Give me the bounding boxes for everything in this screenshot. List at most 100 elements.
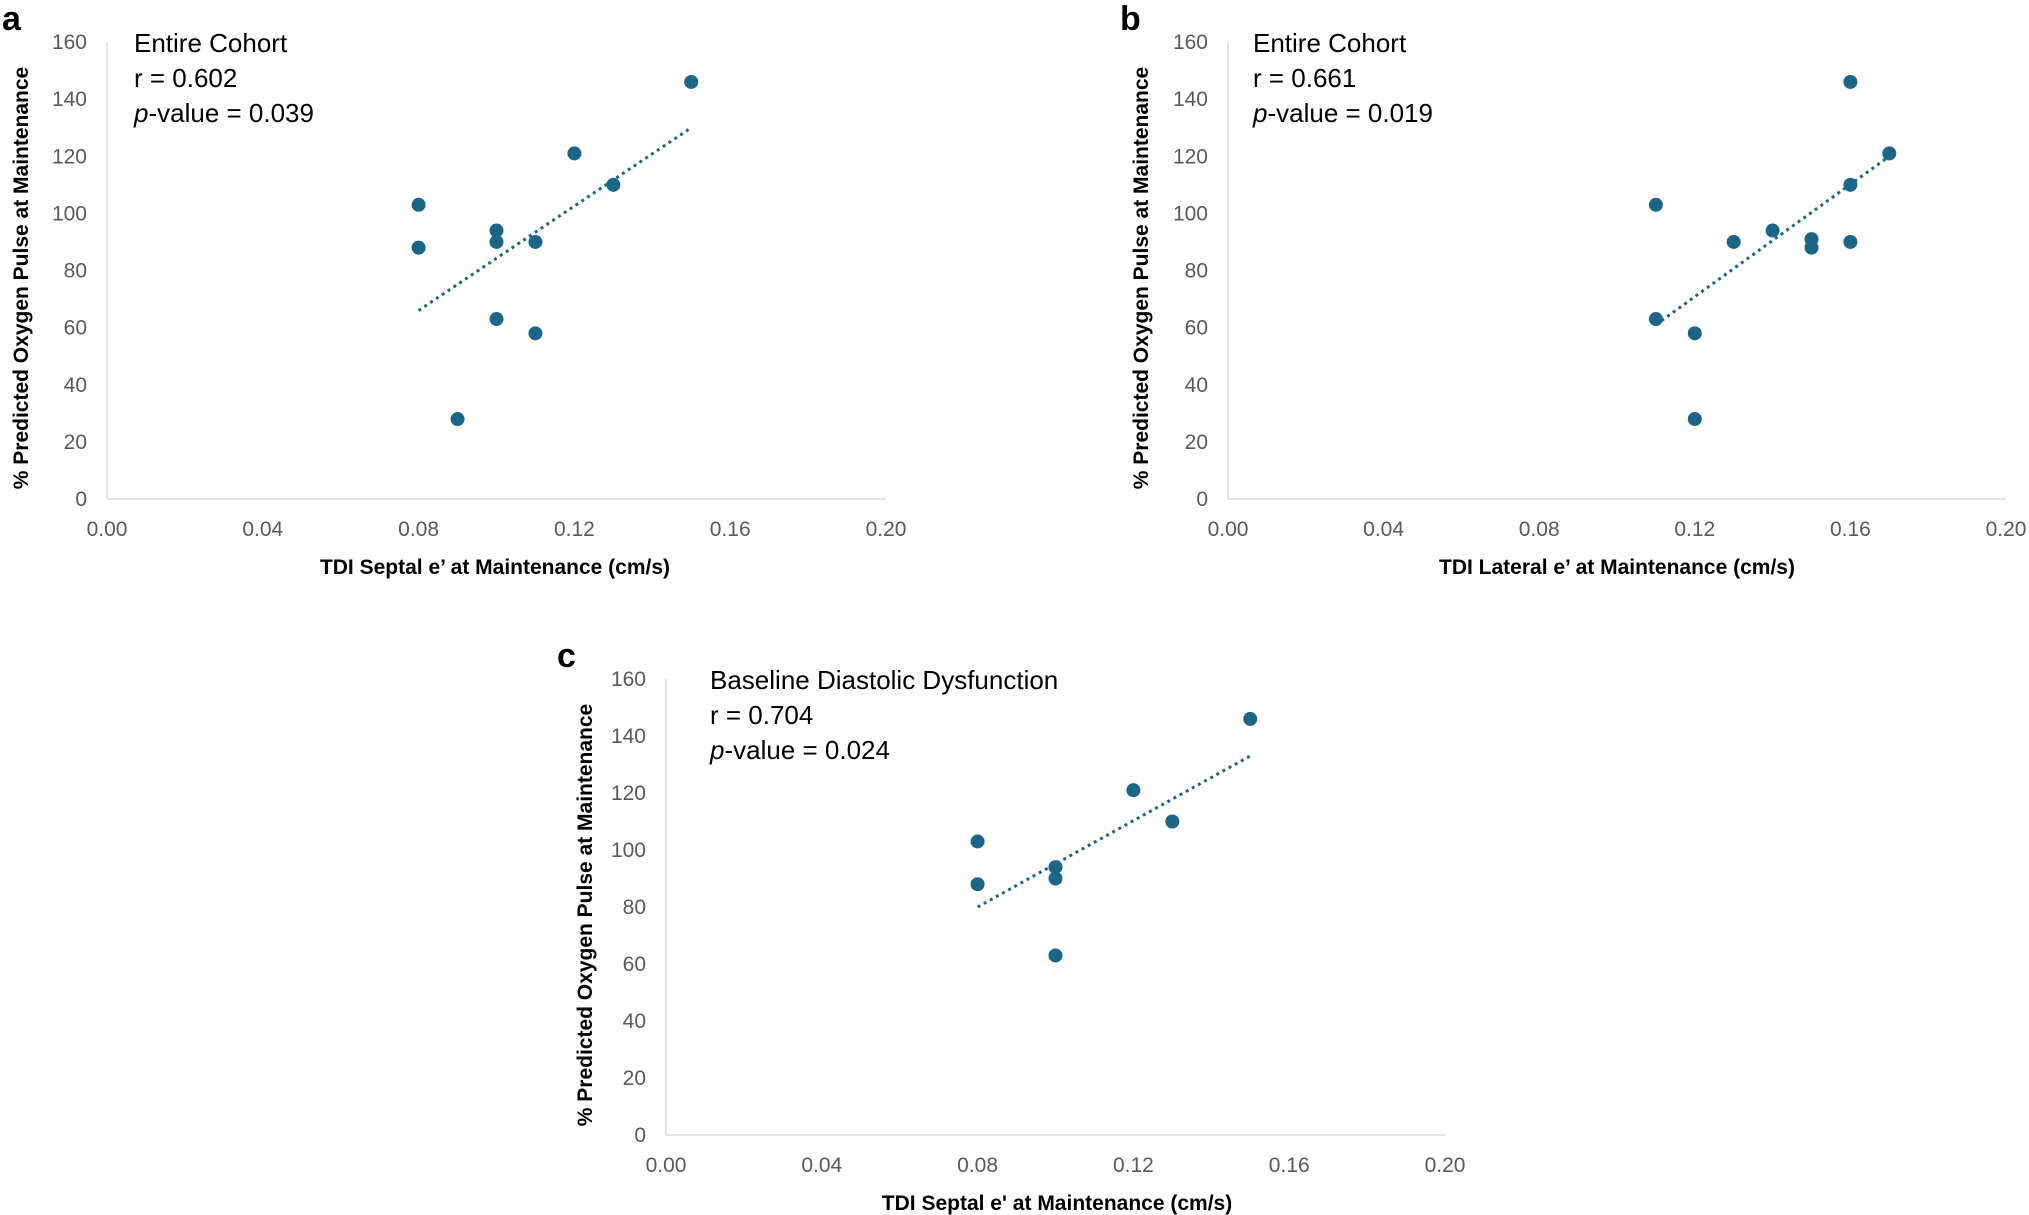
x-tick-label-b: 0.12 <box>1674 518 1715 541</box>
data-point-a <box>411 240 426 255</box>
x-tick-label-a: 0.12 <box>554 518 595 541</box>
y-tick-label-a: 60 <box>64 317 87 340</box>
y-tick-label-b: 0 <box>1196 488 1208 511</box>
x-axis-title-b: TDI Lateral e’ at Maintenance (cm/s) <box>1439 556 1795 579</box>
annotation-p-b: p-value = 0.019 <box>1252 98 1433 128</box>
y-tick-label-a: 120 <box>52 145 87 168</box>
data-point-c <box>1048 871 1063 886</box>
annotation-title-c: Baseline Diastolic Dysfunction <box>710 665 1058 695</box>
y-tick-label-b: 80 <box>1185 260 1208 283</box>
x-tick-label-b: 0.16 <box>1830 518 1871 541</box>
x-tick-label-c: 0.08 <box>957 1154 998 1177</box>
annotation-p-value-b: -value = 0.019 <box>1267 98 1433 128</box>
x-tick-label-c: 0.16 <box>1269 1154 1310 1177</box>
y-tick-label-c: 100 <box>611 839 646 862</box>
data-point-a <box>450 412 465 427</box>
data-point-c <box>1243 711 1258 726</box>
y-axis-title-a: % Predicted Oxygen Pulse at Maintenance <box>10 67 33 489</box>
y-tick-label-c: 140 <box>611 725 646 748</box>
annotation-p-value-a: -value = 0.039 <box>148 98 314 128</box>
annotation-r-a: r = 0.602 <box>134 63 237 93</box>
x-tick-label-c: 0.12 <box>1113 1154 1154 1177</box>
x-tick-label-c: 0.00 <box>646 1154 687 1177</box>
y-tick-label-b: 120 <box>1173 145 1208 168</box>
data-point-a <box>489 223 504 238</box>
panel-letter-c: c <box>557 637 576 675</box>
trendline-c <box>976 754 1251 909</box>
y-tick-label-c: 0 <box>634 1124 646 1147</box>
data-point-b <box>1843 234 1858 249</box>
data-point-c <box>970 877 985 892</box>
annotation-p-italic-b: p <box>1252 98 1267 128</box>
annotation-r-b: r = 0.661 <box>1253 63 1356 93</box>
y-axis-title-c: % Predicted Oxygen Pulse at Maintenance <box>574 704 597 1126</box>
y-tick-label-a: 80 <box>64 260 87 283</box>
data-point-b <box>1687 412 1702 427</box>
data-point-a <box>684 74 699 89</box>
x-axis-title-a: TDI Septal e’ at Maintenance (cm/s) <box>320 556 670 579</box>
x-axis-title-c: TDI Septal e' at Maintenance (cm/s) <box>882 1192 1232 1215</box>
data-point-a <box>411 197 426 212</box>
annotation-p-value-c: -value = 0.024 <box>724 735 890 765</box>
x-tick-label-a: 0.00 <box>87 518 128 541</box>
y-tick-label-c: 40 <box>623 1010 646 1033</box>
y-tick-label-c: 60 <box>623 953 646 976</box>
annotation-title-a: Entire Cohort <box>134 28 288 58</box>
annotation-p-italic-c: p <box>709 735 724 765</box>
plot-area-a: 0 20 40 60 80 100 120 140 160 0.00 0.04 0.08 0.12 0.1… <box>52 31 906 541</box>
x-tick-label-b: 0.08 <box>1519 518 1560 541</box>
data-point-c <box>970 834 985 849</box>
y-tick-label-b: 20 <box>1185 431 1208 454</box>
x-tick-label-b: 0.00 <box>1208 518 1249 541</box>
annotation-p-a: p-value = 0.039 <box>133 98 314 128</box>
y-tick-label-c: 160 <box>611 668 646 691</box>
panel-a: a Entire Cohort r = 0.602 p-value = 0.03… <box>2 0 906 579</box>
y-tick-label-a: 20 <box>64 431 87 454</box>
panel-c: c Baseline Diastolic Dysfunction r = 0.7… <box>557 637 1465 1215</box>
data-point-b <box>1726 234 1741 249</box>
y-tick-label-a: 0 <box>75 488 87 511</box>
y-tick-label-b: 40 <box>1185 374 1208 397</box>
data-point-a <box>606 177 621 192</box>
y-axis-title-b: % Predicted Oxygen Pulse at Maintenance <box>1130 67 1153 489</box>
y-tick-label-a: 140 <box>52 88 87 111</box>
x-tick-label-b: 0.04 <box>1363 518 1404 541</box>
x-tick-label-a: 0.08 <box>398 518 439 541</box>
data-point-a <box>489 312 504 327</box>
x-tick-label-a: 0.16 <box>710 518 751 541</box>
y-tick-label-a: 160 <box>52 31 87 54</box>
data-point-b <box>1687 326 1702 341</box>
trendline-a <box>417 126 693 312</box>
y-tick-label-a: 100 <box>52 202 87 225</box>
data-point-b <box>1765 223 1780 238</box>
panel-letter-b: b <box>1120 0 1141 38</box>
data-point-b <box>1843 74 1858 89</box>
data-point-b <box>1843 177 1858 192</box>
y-tick-label-c: 20 <box>623 1067 646 1090</box>
data-point-a <box>528 326 543 341</box>
annotation-r-c: r = 0.704 <box>710 700 813 730</box>
annotation-p-c: p-value = 0.024 <box>709 735 890 765</box>
plot-area-b: 0 20 40 60 80 100 120 140 160 0.00 0.04 0.08 0.12 0.1… <box>1173 31 2026 541</box>
panel-b: b Entire Cohort r = 0.661 p-value = 0.01… <box>1120 0 2026 579</box>
data-point-b <box>1882 146 1897 161</box>
y-tick-label-b: 100 <box>1173 202 1208 225</box>
y-tick-label-c: 80 <box>623 896 646 919</box>
data-point-c <box>1048 948 1063 963</box>
data-point-b <box>1648 197 1663 212</box>
data-point-a <box>528 234 543 249</box>
panel-letter-a: a <box>2 0 22 38</box>
y-tick-label-b: 160 <box>1173 31 1208 54</box>
y-tick-label-c: 120 <box>611 782 646 805</box>
data-point-c <box>1126 783 1141 798</box>
x-tick-label-a: 0.20 <box>866 518 907 541</box>
data-point-b <box>1648 312 1663 327</box>
x-tick-label-b: 0.20 <box>1986 518 2027 541</box>
plot-area-c: 0 20 40 60 80 100 120 140 160 0.00 0.04 0.08 0.12 0.1… <box>611 668 1465 1177</box>
x-tick-label-c: 0.20 <box>1425 1154 1466 1177</box>
data-point-a <box>567 146 582 161</box>
x-tick-label-a: 0.04 <box>242 518 283 541</box>
data-point-c <box>1048 860 1063 875</box>
